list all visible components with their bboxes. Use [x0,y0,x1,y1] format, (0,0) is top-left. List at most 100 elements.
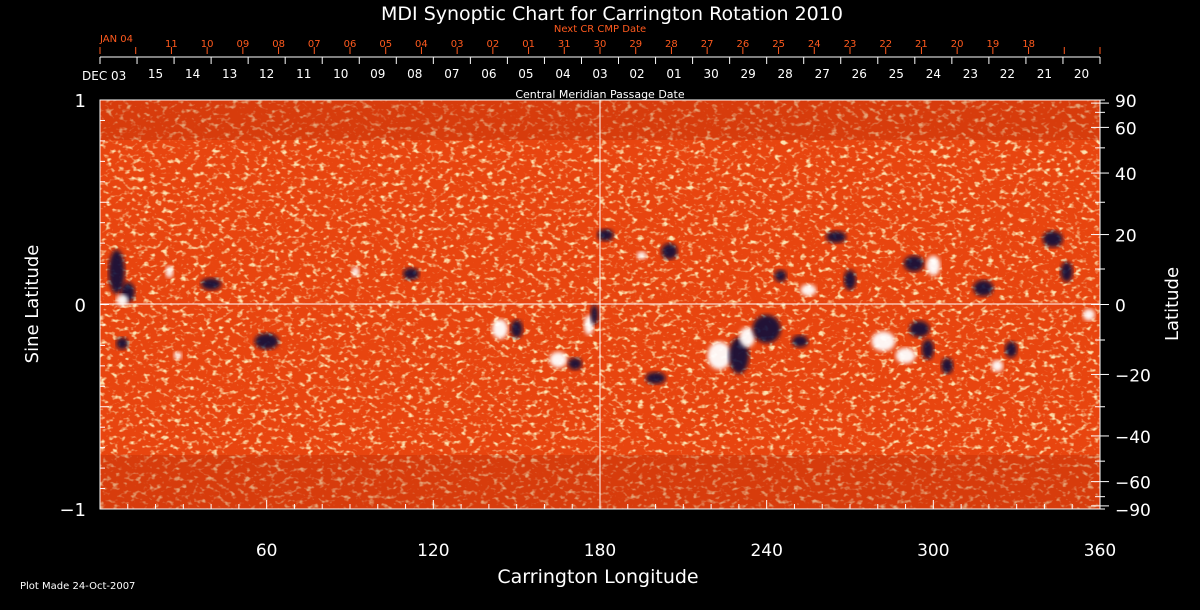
negative-polarity-patch [903,255,924,272]
negative-polarity-patch [645,372,666,385]
cmp-date-label: 27 [815,67,830,81]
x-tick-label: 300 [917,541,949,561]
next-cr-date-label: 20 [951,39,964,50]
positive-polarity-patch [871,331,896,352]
latitude-axis: 90 60 40 20 0 −20 −40 −60 −90 [1091,92,1151,521]
y-tick-label-right: 60 [1115,119,1137,139]
next-cr-date-label: 30 [594,39,607,50]
negative-polarity-patch [510,320,523,339]
positive-polarity-patch [351,266,360,277]
next-cr-date-label: 29 [629,39,642,50]
negative-polarity-patch [403,267,420,280]
cmp-date-label: 23 [963,67,978,81]
negative-polarity-patch [844,269,856,290]
next-cr-date-axis: 11 10 09 08 07 06 05 04 03 02 01 31 30 29 28 27 26 25 24 23… [99,39,1101,54]
x-tick-label: 180 [584,541,616,561]
cmp-date-label: 03 [592,67,607,81]
longitude-axis: 60 120 180 240 300 360 [127,500,1116,561]
next-cr-date-label: 24 [808,39,821,50]
positive-polarity-patch [895,347,916,364]
cmp-date-label: 02 [629,67,644,81]
active-regions [108,228,1095,385]
y-tick-label-right: −40 [1115,428,1151,448]
next-cr-label: Next CR CMP Date [554,24,646,35]
next-cr-date-label: 01 [522,39,535,50]
positive-polarity-patch [1082,308,1095,321]
negative-polarity-patch [568,357,582,370]
x-tick-label: 240 [750,541,782,561]
x-axis-title: Carrington Longitude [497,566,698,588]
cmp-date-label: 30 [703,67,718,81]
negative-polarity-patch [973,280,994,297]
next-cr-date-label: 07 [308,39,321,50]
cmp-date-label: 07 [444,67,459,81]
negative-polarity-patch [792,335,808,348]
cmp-date-label: 04 [555,67,570,81]
next-cr-date-label: 11 [165,39,178,50]
negative-polarity-patch [116,337,129,350]
y-tick-label-left: −1 [59,500,86,521]
cmp-date-label: 05 [518,67,533,81]
cmp-date-label: 29 [741,67,756,81]
next-cr-date-label: 05 [379,39,392,50]
top-axis-first-label: DEC 03 [82,69,126,83]
positive-polarity-patch [492,319,508,340]
cmp-date-label: 26 [852,67,867,81]
next-cr-date-label: 26 [736,39,749,50]
positive-polarity-patch [116,294,129,307]
negative-polarity-patch [254,333,279,350]
positive-polarity-patch [739,327,756,348]
next-cr-date-label: 27 [701,39,714,50]
y-tick-label-right: 20 [1115,227,1137,247]
next-cr-date-label: 04 [415,39,428,50]
cmp-date-label: 21 [1037,67,1052,81]
cmp-date-label: 20 [1074,67,1089,81]
negative-polarity-patch [108,249,125,294]
y-tick-label-left: 0 [75,296,86,317]
negative-polarity-patch [1042,231,1063,248]
negative-polarity-patch [1005,341,1018,358]
positive-polarity-patch [707,341,732,370]
next-cr-date-label: 21 [915,39,928,50]
next-cr-date-label: 22 [879,39,892,50]
positive-polarity-patch [165,265,174,278]
cmp-date-label: 25 [889,67,904,81]
y-tick-label-right: 0 [1115,297,1126,317]
y-tick-label-right: −20 [1115,366,1151,386]
next-cr-first-label: JAN 04 [99,34,133,45]
positive-polarity-patch [926,255,941,276]
y-tick-label-right: 90 [1115,92,1137,112]
next-cr-date-label: 08 [272,39,285,50]
cmp-date-label: 01 [666,67,681,81]
plot-made-footer: Plot Made 24-Oct-2007 [20,581,135,592]
cmp-date-label: 12 [259,67,274,81]
positive-polarity-patch [549,351,568,368]
negative-polarity-patch [1060,261,1073,282]
chart-title: MDI Synoptic Chart for Carrington Rotati… [381,3,843,25]
cmp-date-label: 22 [1000,67,1015,81]
negative-polarity-patch [590,304,599,325]
next-cr-date-label: 10 [201,39,214,50]
top-axis-label: Central Meridian Passage Date [515,88,684,101]
y-axis-title-right: Latitude [1162,267,1183,341]
next-cr-date-label: 06 [344,39,357,50]
x-tick-label: 60 [256,541,278,561]
next-cr-date-label: 19 [986,39,999,50]
next-cr-date-label: 02 [486,39,499,50]
next-cr-date-label: 09 [236,39,249,50]
negative-polarity-patch [909,321,930,338]
negative-polarity-patch [921,339,934,360]
next-cr-date-label: 23 [844,39,857,50]
next-cr-date-label: 28 [665,39,678,50]
negative-polarity-patch [201,278,222,291]
cmp-date-label: 15 [148,67,163,81]
y-tick-label-left: 1 [75,91,86,112]
y-tick-label-right: 40 [1115,165,1137,185]
sine-latitude-axis: −1 0 1 [59,91,109,521]
x-tick-label: 360 [1084,541,1116,561]
positive-polarity-patch [173,351,182,360]
cmp-date-label: 24 [926,67,941,81]
next-cr-date-label: 25 [772,39,785,50]
y-tick-label-right: −60 [1115,474,1151,494]
